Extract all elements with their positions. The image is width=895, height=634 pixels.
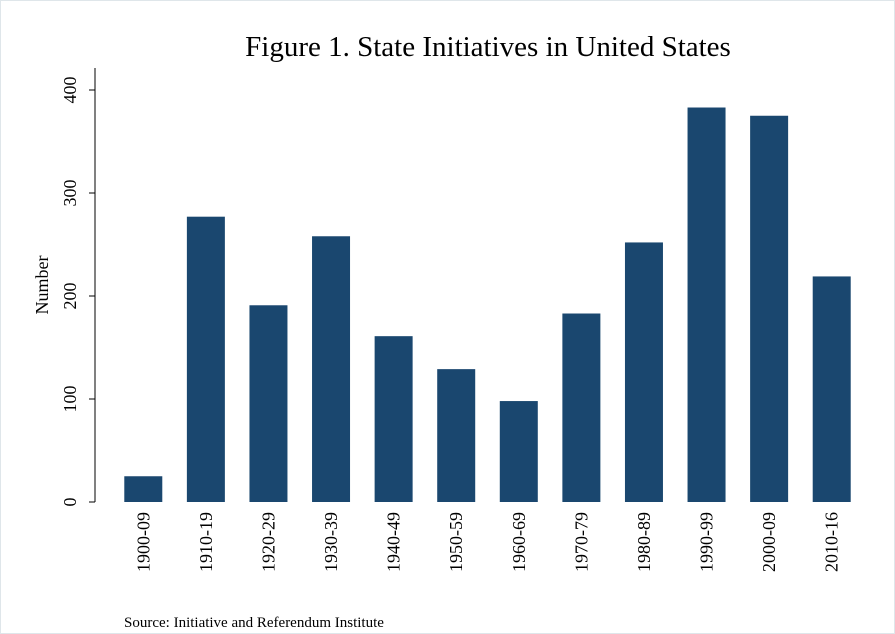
x-tick-label: 1960-69 [509,512,529,572]
y-tick-label: 200 [60,283,80,310]
bar [750,115,789,502]
bar [249,305,288,502]
x-tick-label: 1950-59 [446,512,466,572]
source-note: Source: Initiative and Referendum Instit… [124,615,384,631]
x-tick-label: 1970-79 [571,512,591,572]
x-tick-label: 2000-09 [759,512,779,572]
bar [437,369,476,502]
x-tick-label: 2010-16 [822,512,842,572]
chart-title: Figure 1. State Initiatives in United St… [245,31,731,63]
x-tick-label: 1930-39 [321,512,341,572]
x-tick-label: 1980-89 [634,512,654,572]
x-tick-label: 1940-49 [384,512,404,572]
bar [687,107,726,502]
y-tick-label: 300 [60,180,80,207]
x-tick-label: 1990-99 [697,512,717,572]
x-tick-label: 1920-29 [258,512,278,572]
y-axis-label: Number [32,256,52,315]
bar [499,401,538,502]
x-tick-label: 1910-19 [196,512,216,572]
bar [562,313,601,502]
bar [186,216,225,502]
y-tick-label: 400 [60,77,80,104]
bar [374,336,413,502]
bar [124,476,163,502]
x-tick-label: 1900-09 [133,512,153,572]
y-tick-label: 0 [60,498,80,507]
y-tick-label: 100 [60,386,80,413]
bar [624,242,663,502]
bar [812,276,851,502]
bar [312,236,351,502]
